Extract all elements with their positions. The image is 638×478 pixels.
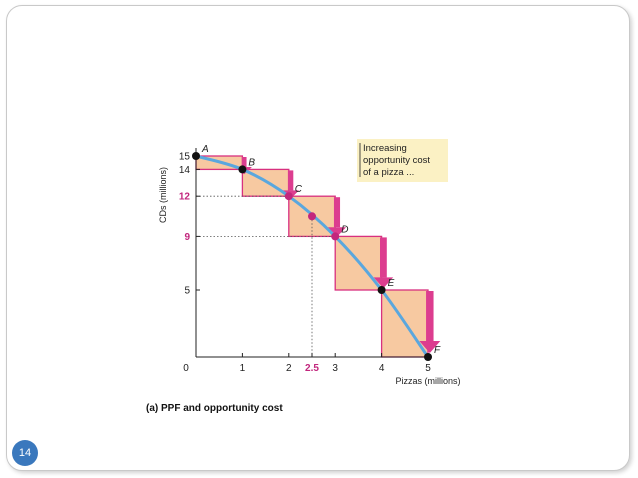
arrow-5 [419, 291, 441, 353]
arrow-shaft-4 [380, 237, 387, 278]
point-d [331, 232, 340, 241]
x-tick-2: 2 [286, 363, 292, 374]
y-tick-14: 14 [179, 165, 191, 176]
y-tick-12: 12 [179, 192, 191, 203]
callout-box: Increasing opportunity cost of a pizza .… [357, 139, 448, 182]
x-tick-0: 0 [183, 363, 189, 374]
arrow-head-3 [327, 227, 347, 237]
point-label-f: F [434, 345, 441, 356]
arrow-head-4 [373, 277, 394, 289]
x-tick-5: 5 [425, 363, 431, 374]
callout-line-3: of a pizza ... [363, 167, 414, 178]
x-tick-3: 3 [332, 363, 338, 374]
point-label-b: B [248, 157, 255, 168]
point-a [192, 152, 200, 160]
arrow-4 [373, 237, 394, 289]
point-b [238, 165, 247, 174]
arrow-shaft-1 [241, 157, 247, 167]
callout-line-2: opportunity cost [363, 155, 430, 166]
point-e [377, 286, 386, 294]
point-label-d: D [341, 224, 348, 235]
y-tick-5: 5 [184, 286, 190, 297]
point-f [424, 353, 432, 361]
point-c [284, 192, 293, 201]
page-number-badge: 14 [12, 440, 38, 466]
x-tick-4: 4 [379, 363, 385, 374]
ppf-points: A B C D E F [192, 144, 441, 361]
arrow-shaft-2 [287, 170, 294, 191]
y-axis-label: CDs (millions) [158, 167, 168, 223]
x-tick-2-5: 2.5 [305, 363, 319, 374]
arrow-head-5 [419, 341, 441, 353]
callout-rect [357, 139, 448, 182]
x-tick-1: 1 [240, 363, 246, 374]
chart-caption: (a) PPF and opportunity cost [146, 403, 283, 414]
arrow-shaft-3 [333, 197, 341, 228]
point-midpoint [308, 212, 316, 221]
guide-lines [196, 195, 336, 357]
callout-line-1: Increasing [363, 143, 407, 154]
opportunity-cost-boxes [195, 155, 429, 358]
arrow-shaft-5 [426, 291, 434, 341]
y-tick-9: 9 [184, 232, 190, 243]
point-label-a: A [201, 144, 209, 155]
point-label-e: E [388, 278, 395, 289]
arrow-3 [327, 197, 347, 237]
slide-frame [6, 5, 630, 471]
y-tick-15: 15 [179, 152, 191, 163]
point-label-c: C [295, 184, 303, 195]
x-axis-label: Pizzas (millions) [395, 376, 460, 386]
